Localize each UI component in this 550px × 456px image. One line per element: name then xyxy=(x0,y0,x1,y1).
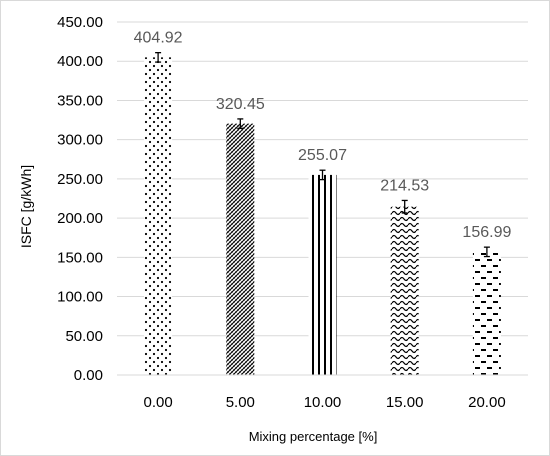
y-tick-label: 400.00 xyxy=(57,53,103,70)
data-label: 255.07 xyxy=(298,147,347,164)
bar xyxy=(308,174,337,375)
data-labels: 404.92 320.45 255.07 214.53 156.99 xyxy=(134,30,512,241)
y-axis-ticks: 0.00 50.00 100.00 150.00 200.00 250.00 300.00 3… xyxy=(57,14,103,384)
x-axis-title: Mixing percentage [%] xyxy=(249,429,378,444)
x-tick-label: 0.00 xyxy=(143,394,172,411)
x-axis-ticks: 0.00 5.00 10.00 15.00 20.00 xyxy=(143,394,505,411)
bar xyxy=(390,206,419,375)
data-label: 156.99 xyxy=(462,224,511,241)
bars xyxy=(144,57,501,375)
x-tick-label: 10.00 xyxy=(304,394,342,411)
y-tick-label: 0.00 xyxy=(74,367,103,384)
y-tick-label: 300.00 xyxy=(57,132,103,149)
y-tick-label: 100.00 xyxy=(57,289,103,306)
y-tick-label: 150.00 xyxy=(57,249,103,266)
bar xyxy=(226,123,255,375)
y-tick-label: 350.00 xyxy=(57,92,103,109)
error-bar xyxy=(237,118,244,129)
error-bar xyxy=(155,52,162,63)
y-tick-label: 250.00 xyxy=(57,171,103,188)
x-tick-label: 5.00 xyxy=(226,394,255,411)
x-tick-label: 15.00 xyxy=(386,394,424,411)
y-tick-label: 50.00 xyxy=(65,328,103,345)
bar xyxy=(472,251,501,375)
error-bar xyxy=(401,199,408,214)
x-tick-label: 20.00 xyxy=(468,394,506,411)
data-label: 214.53 xyxy=(380,177,429,194)
data-label: 404.92 xyxy=(134,30,183,47)
y-axis-title: ISFC [g/kWh] xyxy=(18,165,34,248)
error-bar xyxy=(483,246,490,258)
y-tick-label: 200.00 xyxy=(57,210,103,227)
error-bar xyxy=(319,169,326,181)
error-bars xyxy=(155,52,490,258)
data-label: 320.45 xyxy=(216,96,265,113)
bar xyxy=(144,57,173,375)
y-tick-label: 450.00 xyxy=(57,14,103,31)
gridlines xyxy=(117,21,528,337)
